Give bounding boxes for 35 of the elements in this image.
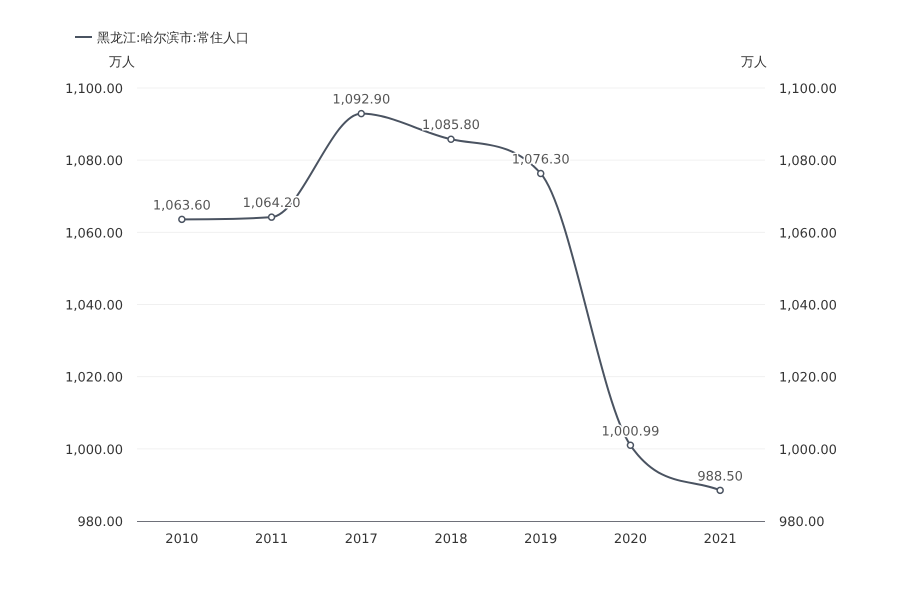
y2-tick-label: 1,060.00: [779, 226, 837, 242]
y2-axis-title: 万人: [741, 55, 767, 70]
y-tick-label: 1,080.00: [65, 154, 123, 170]
data-label: 1,063.60: [152, 198, 211, 214]
y-tick-label: 1,100.00: [65, 82, 123, 97]
y-tick-label: 1,060.00: [65, 226, 123, 242]
y-tick-label: 1,040.00: [65, 298, 123, 314]
legend-label: 黑龙江:哈尔滨市:常住人口: [97, 30, 249, 46]
y2-tick-label: 1,080.00: [779, 154, 837, 170]
x-tick-label: 2018: [434, 532, 468, 547]
y-axis-title: 万人: [109, 55, 135, 70]
point: [716, 486, 724, 494]
x-tick-label: 2017: [344, 532, 378, 547]
point: [358, 110, 366, 118]
x-tick-label: 2010: [165, 532, 198, 547]
x-tick-label: 2019: [524, 532, 558, 547]
point: [536, 170, 544, 178]
data-label: 1,085.80: [422, 118, 480, 134]
y2-tick-label: 980.00: [779, 515, 824, 530]
point: [178, 216, 186, 224]
data-label: 1,092.90: [332, 92, 390, 108]
data-label: 988.50: [697, 469, 743, 484]
y-tick-label: 1,020.00: [65, 370, 123, 386]
y2-tick-label: 1,040.00: [779, 298, 837, 314]
y2-tick-label: 1,000.00: [779, 442, 837, 458]
point: [447, 135, 455, 143]
y2-tick-label: 1,100.00: [779, 82, 837, 97]
x-tick-label: 2011: [255, 532, 288, 547]
x-tick-label: 2020: [614, 532, 647, 547]
x-tick-label: 2021: [704, 532, 737, 547]
point: [626, 442, 634, 450]
point: [268, 213, 276, 221]
y-tick-label: 980.00: [78, 515, 123, 530]
y2-tick-label: 1,020.00: [779, 370, 837, 386]
y-tick-label: 1,000.00: [65, 442, 123, 458]
